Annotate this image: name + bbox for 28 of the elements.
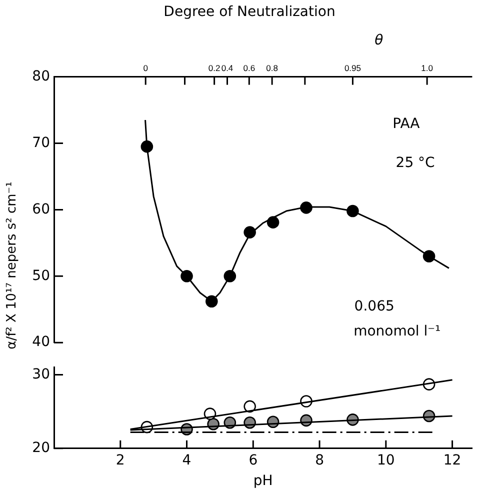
text: θ — [374, 32, 384, 48]
y-tick-label: 20 — [32, 440, 50, 456]
text: 0.2 — [208, 62, 220, 73]
x-axis-title: pH — [253, 473, 273, 490]
text: 0.6 — [243, 62, 256, 73]
annotation: monomol l⁻¹ — [354, 324, 441, 340]
annotation: PAA — [392, 116, 420, 132]
y-tick-label: 50 — [32, 268, 50, 284]
annotation: 25 °C — [396, 154, 436, 171]
x-tick-label: 12 — [443, 452, 462, 468]
text: 0.95 — [344, 62, 362, 73]
annotation: 0.065 — [354, 298, 394, 315]
x-tick-label: 2 — [116, 452, 125, 468]
y-tick-label: 60 — [32, 201, 50, 218]
text: 0.4 — [221, 62, 234, 73]
x-tick-label: 4 — [182, 452, 192, 468]
x-tick-label: 8 — [315, 452, 324, 468]
text: 1.0 — [421, 62, 434, 73]
x-tick-label: 6 — [248, 452, 258, 468]
y-tick-label: 70 — [32, 134, 50, 151]
y-axis-title: α/f² X 10¹⁷ nepers s² cm⁻¹ — [4, 181, 20, 349]
chart-title: Degree of Neutralization — [164, 4, 336, 20]
y-tick-label: 40 — [32, 334, 50, 350]
y-tick-label: 80 — [32, 68, 50, 84]
x-tick-label: 10 — [376, 452, 395, 468]
text: 0 — [143, 62, 148, 73]
text: 0.8 — [266, 62, 278, 73]
y-tick-label: 30 — [32, 366, 50, 382]
